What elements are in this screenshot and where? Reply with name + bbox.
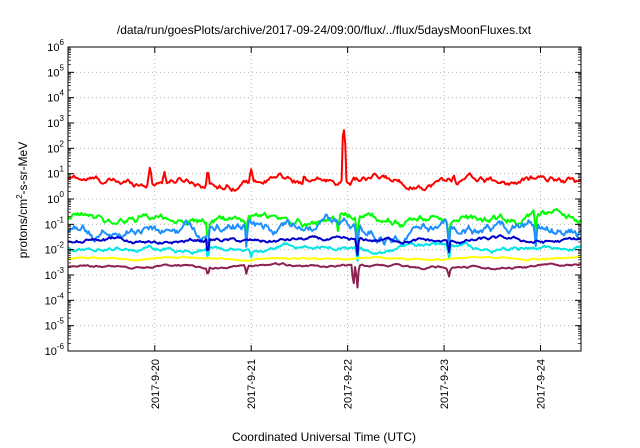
y-tick-label: 10-6 — [45, 342, 65, 358]
y-tick-label: 10-4 — [45, 291, 65, 307]
y-tick-label-base: 10 — [47, 42, 59, 54]
y-tick-label-base: 10 — [47, 67, 59, 79]
y-tick-label-exp: -4 — [57, 291, 65, 300]
y-tick-label-base: 10 — [45, 295, 57, 307]
y-tick-label-base: 10 — [45, 219, 57, 231]
series-line-6 — [67, 262, 581, 289]
y-tick-label-exp: -3 — [57, 266, 65, 275]
x-tick-label: 2017-9-23 — [439, 359, 451, 409]
y-tick-label-base: 10 — [47, 169, 59, 181]
y-tick-label-exp: -1 — [57, 215, 65, 224]
y-tick-label: 106 — [47, 38, 64, 54]
y-tick-label: 104 — [47, 89, 64, 105]
y-tick-label-base: 10 — [45, 270, 57, 282]
series-line-4 — [67, 234, 582, 257]
y-tick-label-exp: 6 — [60, 38, 65, 47]
y-axis-label: protons/cm2-s-sr-MeV — [15, 142, 30, 258]
y-axis-label-base: protons/cm — [16, 199, 30, 258]
grid-lines — [68, 47, 581, 351]
y-tick-label-base: 10 — [45, 321, 57, 333]
y-tick-label-base: 10 — [47, 194, 59, 206]
x-tick-label: 2017-9-22 — [343, 359, 355, 409]
y-tick-label-base: 10 — [45, 346, 57, 358]
chart-title: /data/run/goesPlots/archive/2017-09-24/0… — [117, 23, 532, 37]
y-tick-label-exp: 0 — [60, 190, 65, 199]
y-tick-label-base: 10 — [45, 245, 57, 257]
y-tick-label: 105 — [47, 63, 64, 79]
y-tick-label-exp: -6 — [57, 342, 65, 351]
y-axis-ticks: 10-610-510-410-310-210-11001011021031041… — [45, 38, 581, 358]
series-line-0 — [67, 129, 582, 192]
y-tick-label: 10-2 — [45, 241, 65, 257]
y-tick-label-exp: 2 — [60, 139, 65, 148]
y-tick-label: 103 — [47, 114, 64, 130]
y-axis-label-sup: 2 — [15, 194, 24, 199]
y-tick-label-exp: 4 — [60, 89, 65, 98]
y-tick-label: 101 — [47, 165, 64, 181]
series-line-2 — [67, 213, 582, 254]
y-tick-label: 100 — [47, 190, 64, 206]
x-tick-label: 2017-9-24 — [536, 359, 548, 409]
x-tick-label: 2017-9-20 — [150, 359, 162, 409]
series-line-5 — [67, 255, 582, 262]
series-lines — [67, 129, 582, 289]
y-axis-label-rest: -s-sr-MeV — [16, 142, 30, 195]
y-tick-label-exp: -5 — [57, 317, 65, 326]
y-tick-label-exp: -2 — [57, 241, 65, 250]
y-tick-label: 10-3 — [45, 266, 65, 282]
y-tick-label-exp: 3 — [60, 114, 65, 123]
y-tick-label-exp: 1 — [60, 165, 65, 174]
x-tick-label: 2017-9-21 — [246, 359, 258, 409]
y-tick-label: 10-5 — [45, 317, 65, 333]
y-tick-label: 102 — [47, 139, 64, 155]
x-axis-label: Coordinated Universal Time (UTC) — [232, 430, 416, 444]
y-tick-label-base: 10 — [47, 143, 59, 155]
y-tick-label: 10-1 — [45, 215, 65, 231]
y-tick-label-base: 10 — [47, 118, 59, 130]
y-tick-label-base: 10 — [47, 93, 59, 105]
series-line-3 — [67, 241, 582, 262]
y-tick-label-exp: 5 — [60, 63, 65, 72]
x-axis-ticks: 2017-9-20 2017-9-21 2017-9-22 2017-9-23 2017… — [150, 47, 548, 409]
